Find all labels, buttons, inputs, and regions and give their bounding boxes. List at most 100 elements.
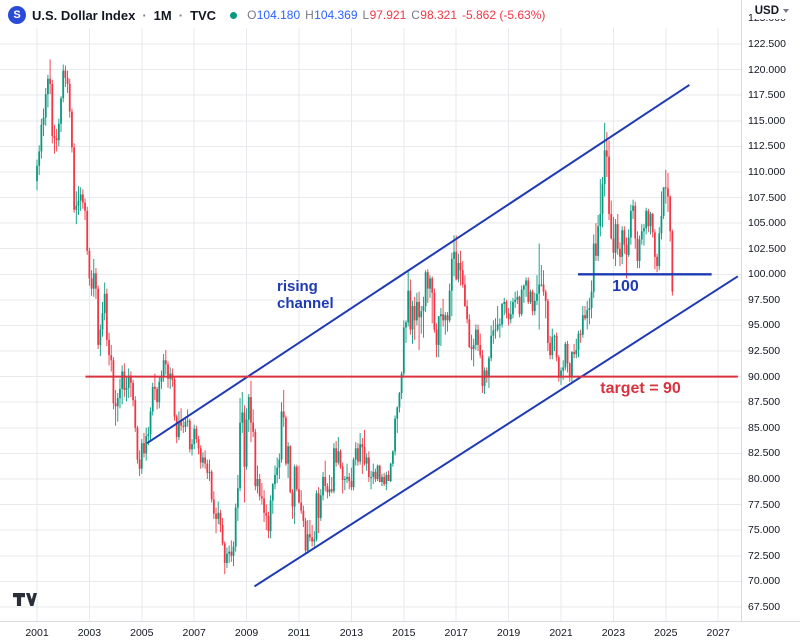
candle <box>95 268 97 299</box>
price-axis-label: 117.500 <box>748 89 786 102</box>
candle <box>483 367 486 395</box>
time-scale[interactable]: 2001 2003 2005 2007 2009 2011 2013 2015 2017 2019… <box>0 621 800 644</box>
symbol-legend: S U.S. Dollar Index · 1M · TVC O 104.180… <box>8 6 545 24</box>
candle <box>573 343 575 359</box>
candle <box>472 338 475 367</box>
candle <box>599 179 602 237</box>
candle <box>143 432 145 458</box>
candle <box>492 320 495 344</box>
candle <box>116 393 119 422</box>
candle <box>49 59 51 95</box>
candle <box>84 198 86 221</box>
chart-plot-area[interactable]: rising channel 100 target = 90 <box>0 0 741 621</box>
upper-channel-trendline[interactable] <box>146 84 690 444</box>
candle <box>496 306 499 332</box>
candle <box>501 302 503 328</box>
candle <box>267 511 270 539</box>
candle <box>149 407 152 442</box>
candle <box>357 443 359 466</box>
candle <box>568 362 571 382</box>
price-axis-label: 80.000 <box>748 472 781 485</box>
interval-label[interactable]: 1M <box>153 7 172 23</box>
exchange-label[interactable]: TVC <box>190 7 217 23</box>
candle <box>664 169 667 204</box>
candle <box>306 519 309 554</box>
lower-channel-trendline[interactable] <box>253 275 739 588</box>
candle <box>512 297 514 319</box>
ohlc-open-value: 104.180 <box>256 8 301 22</box>
candle <box>223 541 226 575</box>
candle <box>322 471 324 501</box>
candle <box>302 505 305 528</box>
price-axis-label: 92.500 <box>748 345 781 358</box>
candle <box>278 453 281 479</box>
price-axis-label: 72.500 <box>748 549 781 562</box>
candle <box>206 459 209 479</box>
candle <box>579 329 582 343</box>
candle <box>333 443 335 494</box>
target-price-label[interactable]: target = 90 <box>600 380 681 397</box>
candle <box>625 237 628 279</box>
candle <box>293 464 296 525</box>
candle <box>518 295 521 318</box>
candle <box>326 483 329 499</box>
candle <box>263 490 265 522</box>
tradingview-logo[interactable] <box>13 592 37 612</box>
candle <box>640 224 643 245</box>
candle <box>68 78 71 118</box>
ohlc-high-label: H <box>305 8 314 22</box>
candle <box>341 462 344 494</box>
level-100-label[interactable]: 100 <box>612 278 639 295</box>
candle <box>507 308 510 326</box>
candle <box>638 235 641 269</box>
ohlc-low-value: 97.921 <box>369 8 407 22</box>
candle <box>588 297 591 325</box>
candle <box>86 206 89 255</box>
symbol-title[interactable]: U.S. Dollar Index <box>32 7 136 23</box>
candle <box>614 219 617 267</box>
candle <box>92 258 95 297</box>
candle <box>485 367 488 383</box>
candle <box>125 377 128 402</box>
candle <box>520 285 523 317</box>
candle <box>446 312 449 332</box>
candle <box>234 503 237 552</box>
candle <box>398 391 401 413</box>
time-axis-label: 2001 <box>25 627 49 639</box>
candle <box>241 391 244 433</box>
candle <box>608 140 610 221</box>
candle <box>494 318 497 339</box>
candle <box>62 64 65 103</box>
candle <box>616 213 619 255</box>
symbol-logo-icon: S <box>8 6 26 24</box>
ohlc-open-label: O <box>247 8 257 22</box>
candle <box>477 324 479 352</box>
price-scale[interactable]: 125.000122.500120.000117.500115.000112.5… <box>741 0 800 621</box>
candle <box>252 409 255 438</box>
price-axis-label: 87.500 <box>748 396 781 409</box>
candle <box>514 291 517 309</box>
currency-button[interactable]: USD <box>751 2 792 19</box>
candle <box>269 495 272 539</box>
candle <box>557 355 560 382</box>
candle <box>647 208 650 233</box>
candle <box>623 226 626 254</box>
ohlc-high-value: 104.369 <box>314 8 358 22</box>
candle <box>584 306 586 321</box>
rising-channel-label[interactable]: rising channel <box>277 278 334 312</box>
candle <box>632 199 634 220</box>
candle <box>522 284 525 303</box>
candle <box>212 491 215 519</box>
candle <box>204 450 207 469</box>
price-axis-label: 115.000 <box>748 114 786 127</box>
candle <box>99 324 102 357</box>
candle <box>627 229 630 257</box>
candle <box>542 270 545 296</box>
candle <box>435 323 438 358</box>
candle <box>103 282 106 321</box>
candle <box>339 449 342 469</box>
candle <box>455 235 458 281</box>
candle <box>466 299 469 324</box>
candle <box>309 519 311 542</box>
